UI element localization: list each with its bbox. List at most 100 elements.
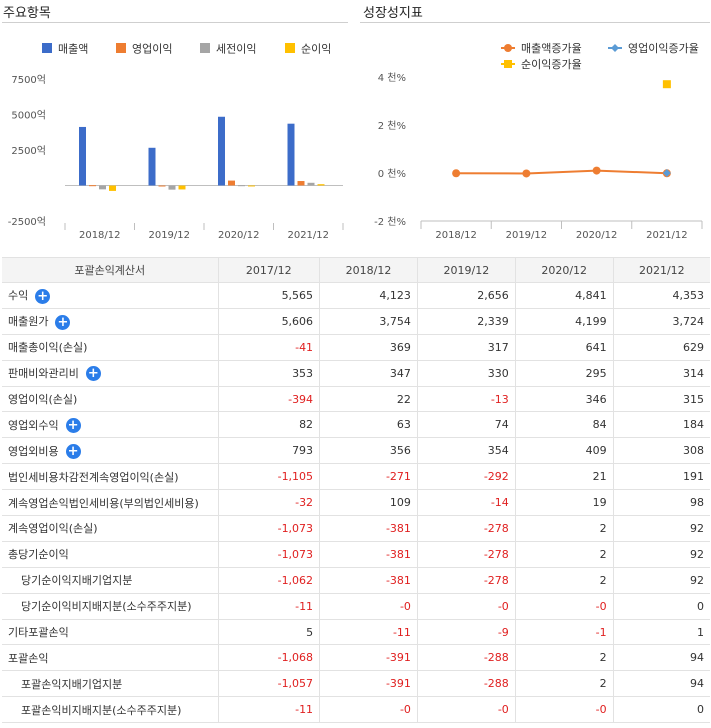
point-영업이익증가율 — [662, 169, 671, 177]
row-label-cell: 판매비와관리비 + — [2, 360, 218, 387]
row-value-cell: 2 — [514, 515, 614, 542]
header-cell-2020: 2020/12 — [514, 257, 614, 283]
table-row: 계속영업이익(손실) -1,073 -381 -278 2 92 — [2, 515, 710, 542]
row-value-cell: -381 — [319, 515, 418, 542]
row-label: 포괄손익 — [8, 651, 49, 665]
row-value-cell: -292 — [416, 463, 516, 491]
row-value-cell: -0 — [416, 593, 516, 620]
row-value-cell: -1,073 — [217, 541, 320, 568]
table-row: 포괄손익지배기업지분 -1,057 -391 -288 2 94 — [2, 670, 710, 698]
table-row: 포괄손익 -1,068 -391 -288 2 94 — [2, 644, 710, 672]
bar-영업이익-2019/12 — [158, 185, 166, 187]
plus-circle-icon[interactable]: + — [65, 444, 81, 460]
table-row: 기타포괄손익 5 -11 -9 -1 1 — [2, 619, 710, 646]
bar-순이익-2018/12 — [109, 185, 116, 191]
legend-label: 영업이익증가율 — [628, 42, 699, 55]
row-value-cell: 315 — [612, 386, 710, 413]
row-value-cell: -0 — [514, 696, 614, 724]
table-row: 판매비와관리비 +353 347 330 295 314 — [2, 360, 710, 387]
row-label-cell: 계속영업손익법인세비용(부의법인세비용) — [2, 489, 218, 517]
row-label: 기타포괄손익 — [8, 626, 69, 640]
bar-매출액-2018/12 — [79, 126, 86, 186]
row-value-cell: -381 — [319, 541, 418, 568]
row-value-cell: -0 — [319, 696, 418, 724]
row-value-cell: 4,123 — [319, 282, 418, 309]
row-label: 계속영업손익법인세비용(부의법인세비용) — [8, 496, 199, 510]
row-value-cell: 74 — [416, 411, 516, 439]
row-value-cell: -11 — [217, 593, 320, 620]
bar-세전이익-2018/12 — [99, 185, 106, 190]
y-tick-label: 7500억 — [11, 74, 46, 86]
header-cell-2017: 2017/12 — [217, 257, 321, 283]
row-value-cell: 308 — [612, 437, 710, 465]
legend-label: 순이익 — [301, 43, 331, 56]
bar-매출액-2020/12 — [218, 116, 225, 186]
row-value-cell: 629 — [612, 334, 710, 361]
row-value-cell: -288 — [416, 644, 516, 672]
row-label: 당기순이익지배기업지분 — [21, 574, 133, 588]
row-value-cell: 4,841 — [514, 282, 614, 309]
point-매출액증가율 — [522, 169, 531, 178]
row-value-cell: 21 — [514, 463, 614, 491]
row-value-cell: -0 — [514, 593, 614, 620]
row-value-cell: 347 — [319, 360, 418, 387]
row-label-cell: 포괄손익 — [2, 644, 218, 672]
row-value-cell: -1 — [514, 619, 614, 646]
main-items-panel: 매출액 영업이익 세전이익 순이익 7500억 5000억 2500억 -2500억 2018/… — [2, 22, 348, 250]
row-value-cell: 0 — [612, 696, 710, 724]
x-tick-label: 2019/12 — [148, 230, 190, 241]
bar-순이익-2019/12 — [178, 185, 186, 190]
row-value-cell: 98 — [612, 489, 710, 517]
row-value-cell: -394 — [217, 386, 320, 413]
y-tick-label: 0 천% — [378, 168, 406, 180]
row-value-cell: -1,073 — [217, 515, 320, 542]
row-value-cell: 84 — [514, 411, 614, 439]
row-value-cell: 1 — [612, 619, 710, 646]
table-body: 수익 +5,565 4,123 2,656 4,841 4,353 매출원가 +5,606 3,… — [2, 282, 710, 724]
point-매출액증가율 — [452, 169, 461, 178]
row-value-cell: 5,606 — [217, 308, 320, 335]
row-label-cell: 계속영업이익(손실) — [2, 515, 218, 542]
row-value-cell: -391 — [319, 644, 418, 672]
legend-swatch — [116, 43, 126, 53]
x-tick-label: 2020/12 — [576, 230, 618, 241]
row-label: 판매비와관리비 — [8, 366, 79, 380]
x-tick-label: 2019/12 — [506, 230, 548, 241]
row-value-cell: -9 — [416, 619, 516, 646]
x-tick-label: 2018/12 — [435, 230, 477, 241]
row-value-cell: -391 — [319, 670, 418, 698]
plus-circle-icon[interactable]: + — [85, 366, 101, 382]
row-value-cell: -1,068 — [217, 644, 320, 672]
row-value-cell: 92 — [612, 567, 710, 594]
row-value-cell: 2 — [514, 670, 614, 698]
row-value-cell: -278 — [416, 515, 516, 542]
table-row: 계속영업손익법인세비용(부의법인세비용) -32 109 -14 19 98 — [2, 489, 710, 517]
row-value-cell: -288 — [416, 670, 516, 698]
plus-circle-icon[interactable]: + — [65, 418, 81, 434]
legend-label: 세전이익 — [216, 43, 256, 56]
row-value-cell: 109 — [319, 489, 418, 517]
row-value-cell: 409 — [514, 437, 614, 465]
row-label: 법인세비용차감전계속영업이익(손실) — [8, 470, 179, 484]
row-value-cell: 346 — [514, 386, 614, 413]
income-statement-table: 포괄손익계산서 2017/12 2018/12 2019/12 2020/12 … — [2, 257, 710, 724]
row-label: 영업외수익 — [8, 418, 59, 432]
row-value-cell: -278 — [416, 567, 516, 594]
row-value-cell: 4,353 — [612, 282, 710, 309]
header-cell-2019: 2019/12 — [416, 257, 516, 283]
table-row: 영업외비용 +793 356 354 409 308 — [2, 437, 710, 465]
plus-circle-icon[interactable]: + — [35, 288, 51, 304]
row-value-cell: 353 — [217, 360, 320, 387]
x-tick-label: 2018/12 — [79, 230, 121, 241]
row-value-cell: 82 — [217, 411, 320, 439]
row-value-cell: 0 — [612, 593, 710, 620]
plus-circle-icon[interactable]: + — [55, 314, 71, 330]
row-value-cell: 191 — [612, 463, 710, 491]
row-value-cell: 369 — [319, 334, 418, 361]
legend-label: 순이익증가율 — [521, 58, 582, 71]
x-tick-label: 2021/12 — [287, 230, 329, 241]
row-label-cell: 포괄손익비지배지분(소수주주지분) — [2, 696, 218, 724]
row-value-cell: 317 — [416, 334, 516, 361]
row-value-cell: 356 — [319, 437, 418, 465]
